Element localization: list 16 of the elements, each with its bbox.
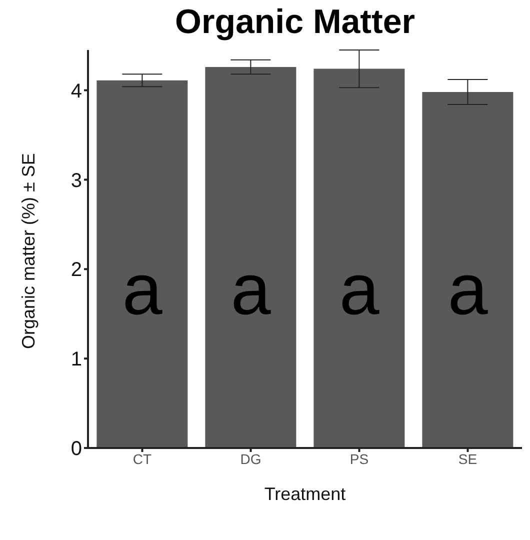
annotation: a xyxy=(338,250,380,330)
x-tick-label: SE xyxy=(458,450,478,467)
chart-title: Organic Matter xyxy=(174,2,416,43)
y-tick-label: 4 xyxy=(70,80,82,102)
annotation: a xyxy=(446,250,489,330)
annotation: a xyxy=(230,250,272,330)
y-tick-label: 3 xyxy=(70,170,82,192)
y-tick-label: 2 xyxy=(70,259,82,282)
x-tick-label: CT xyxy=(132,450,152,467)
x-tick-label: PS xyxy=(350,450,369,467)
annotation: a xyxy=(121,250,164,330)
x-axis-title: Treatment xyxy=(264,484,346,504)
y-tick-label: 0 xyxy=(70,438,82,460)
y-axis-title: Organic matter (%) ± SE xyxy=(18,153,38,349)
x-tick-label: DG xyxy=(240,450,262,467)
y-tick-label: 1 xyxy=(70,348,82,371)
